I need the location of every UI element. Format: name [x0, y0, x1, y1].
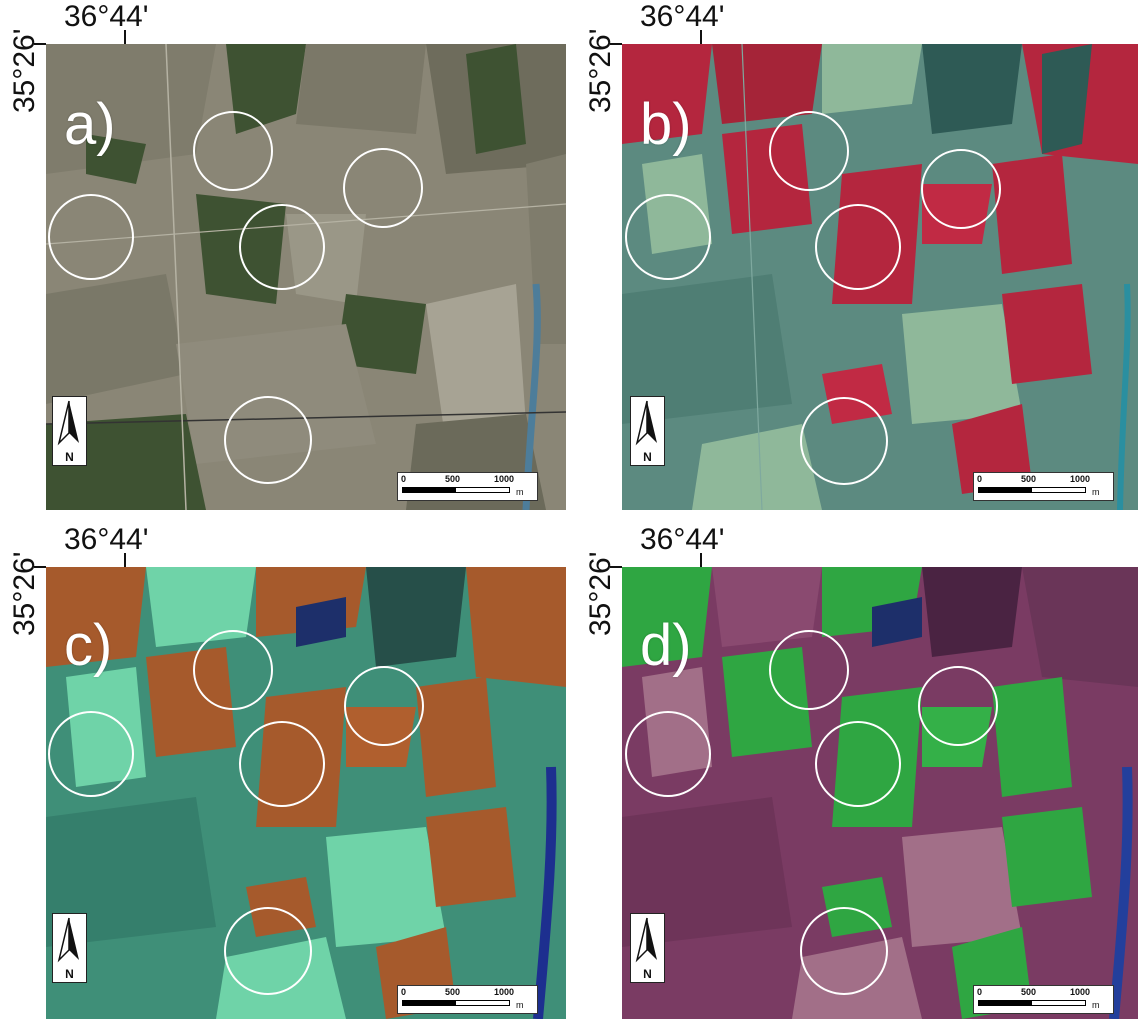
scale-bar-b: 0 500 1000 m: [973, 472, 1114, 501]
longitude-label: 36°44': [64, 0, 149, 33]
map-image-d: d) N 0 500 1000 m: [622, 567, 1138, 1019]
scale-tick-500: 500: [445, 474, 461, 484]
scale-bar-a: 0 500 1000 m: [397, 472, 538, 501]
north-arrow-a: N: [52, 396, 87, 466]
map-image-b: b) N 0 500 1000 m: [622, 44, 1138, 510]
scale-tick-1000: 1000: [494, 987, 515, 997]
latitude-label: 35°26': [584, 551, 617, 636]
north-arrow-b: N: [630, 396, 665, 466]
scale-tick-1000: 1000: [494, 474, 515, 484]
latitude-label: 35°26': [8, 551, 41, 636]
scale-bar-black-segment: [978, 487, 1031, 493]
north-arrow-icon: [635, 917, 657, 963]
circle-markers-c: [48, 630, 424, 995]
north-letter: N: [65, 967, 74, 981]
scale-bar-white-segment: [455, 1000, 510, 1006]
longitude-tick: [124, 553, 126, 567]
scale-bar-white-segment: [1031, 1000, 1086, 1006]
map-fields-c: [46, 567, 566, 1019]
map-image-c: c) N 0 500 1000 m: [46, 567, 566, 1019]
longitude-label: 36°44': [640, 523, 725, 556]
scale-bar-black-segment: [402, 1000, 455, 1006]
north-letter: N: [643, 967, 652, 981]
scale-bar-black-segment: [402, 487, 455, 493]
north-arrow-icon: [635, 400, 657, 446]
scale-tick-500: 500: [1021, 987, 1037, 997]
map-fields-a: [46, 44, 566, 510]
longitude-tick: [700, 30, 702, 44]
north-arrow-c: N: [52, 913, 87, 983]
circle-markers-b: [625, 111, 1001, 485]
scale-tick-1000: 1000: [1070, 987, 1091, 997]
north-letter: N: [65, 450, 74, 464]
scale-bar-white-segment: [455, 487, 510, 493]
scale-bar-c: 0 500 1000 m: [397, 985, 538, 1014]
longitude-label: 36°44': [640, 0, 725, 33]
map-fields-d: [622, 567, 1138, 1019]
north-arrow-icon: [57, 400, 79, 446]
latitude-tick: [34, 566, 46, 568]
scale-tick-0: 0: [977, 474, 983, 484]
circle-markers-a: [48, 111, 423, 484]
scale-bar-black-segment: [978, 1000, 1031, 1006]
scale-bar-d: 0 500 1000 m: [973, 985, 1114, 1014]
latitude-tick: [610, 43, 622, 45]
scale-tick-1000: 1000: [1070, 474, 1091, 484]
latitude-label: 35°26': [8, 28, 41, 113]
scale-tick-500: 500: [445, 987, 461, 997]
scale-unit: m: [516, 487, 524, 497]
circle-markers-d: [625, 630, 998, 995]
panel-label-d: d): [640, 613, 692, 678]
scale-unit: m: [1092, 487, 1100, 497]
longitude-tick: [700, 553, 702, 567]
panel-label-a: a): [64, 92, 116, 157]
scale-tick-500: 500: [1021, 474, 1037, 484]
panel-label-c: c): [64, 613, 113, 678]
latitude-tick: [610, 566, 622, 568]
scale-unit: m: [1092, 1000, 1100, 1010]
north-letter: N: [643, 450, 652, 464]
scale-tick-0: 0: [401, 987, 407, 997]
scale-bar-white-segment: [1031, 487, 1086, 493]
longitude-label: 36°44': [64, 523, 149, 556]
longitude-tick: [124, 30, 126, 44]
scale-tick-0: 0: [401, 474, 407, 484]
map-fields-b: [622, 44, 1138, 510]
north-arrow-icon: [57, 917, 79, 963]
scale-unit: m: [516, 1000, 524, 1010]
panel-label-b: b): [640, 92, 692, 157]
map-image-a: a) N 0 500 1000 m: [46, 44, 566, 510]
latitude-tick: [34, 43, 46, 45]
latitude-label: 35°26': [584, 28, 617, 113]
north-arrow-d: N: [630, 913, 665, 983]
scale-tick-0: 0: [977, 987, 983, 997]
